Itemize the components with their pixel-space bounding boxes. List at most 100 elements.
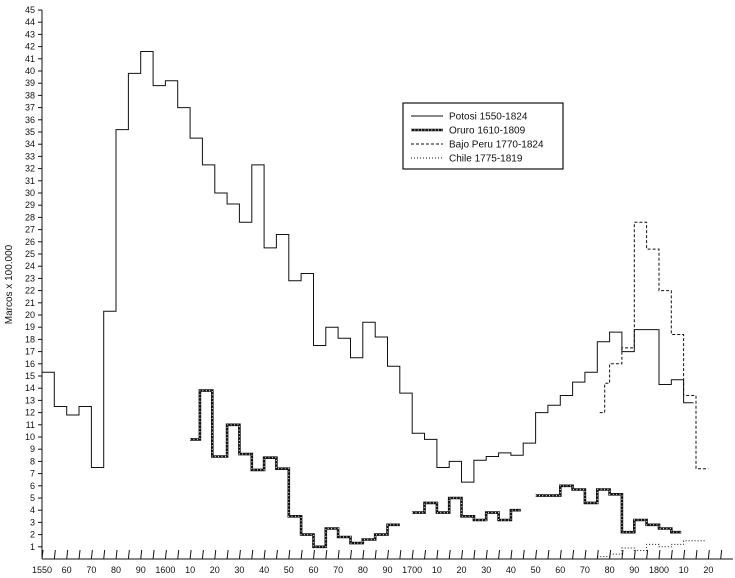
y-tick-label: 7 — [30, 469, 35, 479]
y-tick-label: 34 — [25, 139, 35, 149]
x-tick — [473, 549, 476, 560]
x-tick — [362, 549, 365, 560]
y-tick-label: 4 — [30, 505, 35, 515]
y-tick-label: 18 — [25, 334, 35, 344]
y-tick-label: 36 — [25, 115, 35, 125]
y-axis: 1234567891011121314151617181920212223242… — [25, 5, 42, 552]
x-tick — [584, 549, 587, 560]
x-tick-label: 80 — [605, 565, 615, 575]
x-tick — [658, 549, 661, 560]
x-tick-label: 40 — [259, 565, 269, 575]
series-line — [190, 389, 400, 549]
x-tick — [214, 549, 217, 560]
x-tick — [485, 549, 488, 560]
x-tick — [448, 549, 451, 560]
x-tick — [103, 549, 106, 560]
x-tick — [337, 549, 340, 560]
x-tick-label: 20 — [703, 565, 713, 575]
x-tick-label: 10 — [432, 565, 442, 575]
x-tick — [510, 549, 513, 560]
y-tick-label: 3 — [30, 517, 35, 527]
x-tick — [288, 549, 291, 560]
x-tick — [189, 549, 192, 560]
y-tick-label: 22 — [25, 286, 35, 296]
y-tick-label: 40 — [25, 66, 35, 76]
y-tick-label: 29 — [25, 200, 35, 210]
x-axis: 1550 60 70 80 90 1600 10 20 30 40 50 60 70 80 90 1700 10… — [32, 549, 723, 575]
x-tick-label: 60 — [555, 565, 565, 575]
x-tick-label: 10 — [185, 565, 195, 575]
y-tick-label: 8 — [30, 456, 35, 466]
series-line — [597, 540, 706, 558]
y-tick-label: 32 — [25, 164, 35, 174]
y-tick-label: 30 — [25, 188, 35, 198]
y-tick-label: 45 — [25, 5, 35, 15]
plot-frame — [41, 10, 733, 560]
x-tick-label: 80 — [111, 565, 121, 575]
x-tick — [164, 549, 167, 560]
x-tick — [522, 549, 525, 560]
x-tick — [535, 549, 538, 560]
x-tick — [275, 549, 278, 560]
x-tick — [238, 549, 241, 560]
x-tick-label: 30 — [234, 565, 244, 575]
x-tick — [177, 549, 180, 560]
x-tick — [300, 549, 303, 560]
y-tick-label: 35 — [25, 127, 35, 137]
x-tick-label: 1700 — [402, 565, 422, 575]
x-tick — [66, 549, 69, 560]
x-tick — [707, 549, 710, 560]
x-tick — [226, 549, 229, 560]
x-tick — [424, 549, 427, 560]
y-tick-label: 26 — [25, 237, 35, 247]
x-tick-label: 50 — [531, 565, 541, 575]
x-tick — [140, 549, 143, 560]
series-line — [535, 484, 682, 534]
series-line — [599, 221, 709, 470]
y-tick-label: 14 — [25, 383, 35, 393]
x-tick-label: 90 — [382, 565, 392, 575]
y-tick-label: 11 — [26, 420, 35, 430]
x-tick-label: 90 — [136, 565, 146, 575]
y-tick-label: 25 — [25, 249, 35, 259]
x-tick — [90, 549, 93, 560]
x-tick-label: 1550 — [32, 565, 52, 575]
y-tick-label: 16 — [25, 359, 35, 369]
x-tick — [695, 549, 698, 560]
legend-entry: Bajo Peru 1770-1824 — [449, 140, 544, 151]
x-tick — [127, 549, 130, 560]
y-tick-label: 23 — [25, 273, 35, 283]
x-tick — [78, 549, 81, 560]
legend-entry: Potosi 1550-1824 — [449, 112, 528, 123]
y-tick-label: 9 — [30, 444, 35, 454]
x-tick-label: 70 — [580, 565, 590, 575]
y-tick-label: 20 — [25, 310, 35, 320]
y-tick-label: 19 — [25, 322, 35, 332]
y-tick-label: 31 — [25, 176, 35, 186]
y-axis-label: Marcos x 100.000 — [4, 244, 15, 324]
x-tick — [621, 549, 624, 560]
series-layer — [42, 51, 709, 558]
legend-entry: Chile 1775-1819 — [449, 154, 523, 165]
series-line — [412, 496, 521, 522]
x-tick-label: 60 — [62, 565, 72, 575]
x-tick — [670, 549, 673, 560]
x-tick — [41, 549, 44, 560]
x-tick-label: 80 — [358, 565, 368, 575]
x-tick-label: 90 — [629, 565, 639, 575]
y-tick-label: 21 — [25, 298, 35, 308]
x-tick-label: 60 — [308, 565, 318, 575]
series-dots — [190, 390, 400, 548]
y-tick-label: 24 — [25, 261, 35, 271]
legend: Potosi 1550-1824 Oruro 1610-1809 Bajo Peru… — [402, 102, 564, 170]
x-tick — [720, 549, 723, 560]
x-tick-label: 20 — [457, 565, 467, 575]
y-tick-label: 1 — [30, 542, 35, 552]
y-tick-label: 12 — [25, 408, 35, 418]
y-tick-label: 17 — [25, 347, 35, 357]
x-tick — [411, 549, 414, 560]
y-tick-label: 2 — [30, 530, 35, 540]
legend-entry: Oruro 1610-1809 — [449, 126, 526, 137]
y-tick-label: 10 — [25, 432, 35, 442]
